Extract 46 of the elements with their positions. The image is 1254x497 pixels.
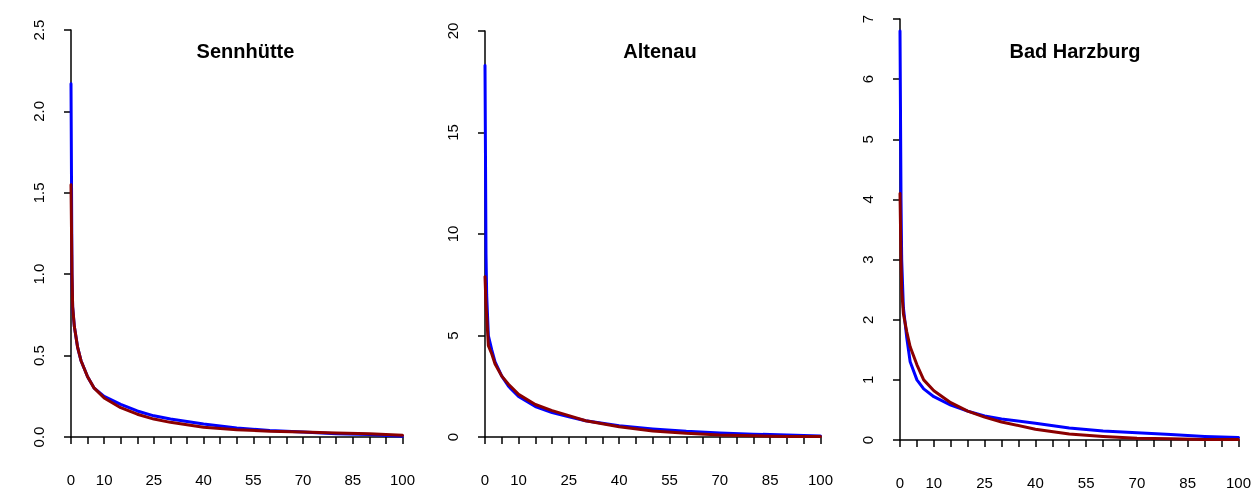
x-tick-label: 10	[95, 471, 113, 488]
x-tick-label: 100	[807, 471, 833, 488]
chart-title: Altenau	[623, 40, 697, 62]
x-tick-label: 55	[244, 471, 262, 488]
y-tick-label: 20	[444, 22, 461, 40]
x-tick-label: 100	[389, 471, 415, 488]
y-tick-label: 4	[859, 195, 876, 204]
x-tick-label: 10	[925, 474, 943, 491]
y-tick-label: 0.0	[30, 426, 47, 448]
y-tick-label: 5	[859, 135, 876, 144]
y-tick-label: 1	[859, 375, 876, 385]
y-tick-label: 6	[859, 74, 876, 84]
x-tick-label: 55	[1077, 474, 1095, 491]
y-tick-label: 0	[859, 435, 876, 445]
x-tick-label: 40	[195, 471, 212, 488]
y-tick-label: 1.5	[30, 182, 47, 204]
y-tick-label: 2.5	[30, 19, 47, 41]
x-tick-label: 70	[711, 471, 729, 488]
x-tick-label: 85	[344, 471, 362, 488]
y-tick-label: 7	[859, 14, 876, 24]
x-tick-label: 10	[510, 471, 527, 488]
x-tick-label: 85	[1179, 474, 1197, 491]
y-tick-label: 15	[444, 124, 461, 141]
x-tick-label: 0	[66, 471, 76, 488]
x-tick-label: 25	[145, 471, 163, 488]
y-tick-label: 0	[444, 432, 461, 442]
y-tick-label: 3	[859, 255, 876, 264]
x-tick-label: 0	[895, 474, 905, 491]
y-tick-label: 2.0	[30, 100, 47, 122]
text: Sennhütte	[196, 40, 295, 62]
y-tick-label: 1.0	[30, 263, 47, 285]
x-tick-label: 85	[761, 471, 779, 488]
x-tick-label: 0	[480, 471, 490, 488]
x-tick-label: 40	[1027, 474, 1044, 491]
x-tick-label: 25	[976, 474, 993, 491]
text: Bad Harzburg	[1009, 40, 1141, 62]
x-tick-label: 25	[560, 471, 578, 488]
x-tick-label: 55	[661, 471, 678, 488]
y-tick-label: 2	[859, 315, 876, 324]
x-tick-label: 100	[1225, 474, 1251, 491]
y-tick-label: 10	[444, 225, 461, 243]
x-tick-label: 40	[610, 471, 628, 488]
y-tick-label: 0.5	[30, 345, 47, 367]
x-tick-label: 70	[1128, 474, 1146, 491]
y-tick-label: 5	[444, 331, 461, 340]
x-tick-label: 70	[294, 471, 312, 488]
